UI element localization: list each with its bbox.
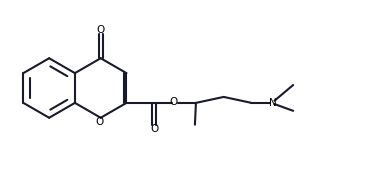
Text: O: O bbox=[96, 117, 104, 127]
Text: O: O bbox=[97, 25, 105, 35]
Text: N: N bbox=[269, 98, 277, 108]
Text: O: O bbox=[150, 124, 158, 134]
Text: O: O bbox=[169, 98, 177, 108]
